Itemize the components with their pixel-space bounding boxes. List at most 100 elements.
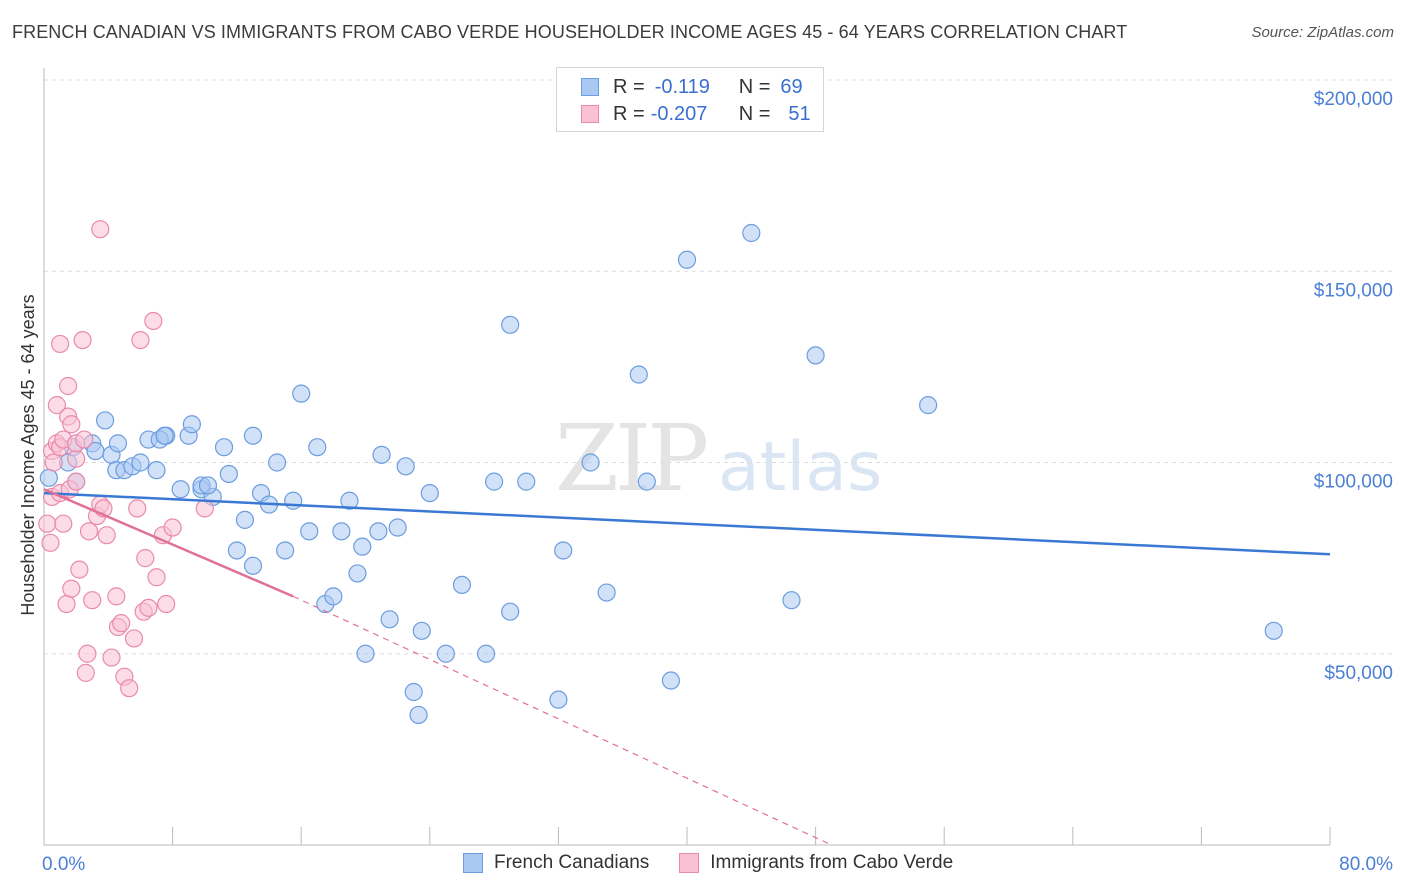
data-point [107, 587, 126, 606]
bottom-legend: French Canadians Immigrants from Cabo Ve… [463, 852, 983, 874]
bottom-legend-swatch-blue [463, 853, 483, 873]
trend-line-cabo-verde-extension [292, 595, 832, 846]
data-point [476, 644, 496, 663]
data-point [549, 690, 568, 709]
y-tick-label: $50,000 [1324, 663, 1393, 684]
bottom-legend-label: Immigrants from Cabo Verde [710, 852, 954, 873]
data-point [155, 426, 174, 445]
data-point [353, 537, 372, 556]
data-point [57, 594, 76, 614]
data-point [131, 331, 150, 350]
data-point [139, 598, 158, 617]
data-point [120, 679, 139, 698]
data-point [214, 438, 234, 457]
data-point [436, 644, 455, 663]
data-point [62, 579, 81, 598]
data-point [581, 453, 600, 472]
data-point [308, 438, 327, 457]
data-point [195, 499, 214, 518]
data-point [144, 311, 163, 331]
bottom-legend-swatch-pink [679, 853, 700, 873]
data-point [292, 384, 311, 403]
legend-swatch-pink [581, 105, 599, 123]
data-point [276, 541, 295, 560]
legend-swatch-blue [581, 78, 599, 96]
data-point [404, 682, 423, 702]
bottom-legend-french-canadians: French Canadians [463, 852, 649, 874]
watermark-atlas: atlas [718, 428, 882, 507]
data-point [198, 476, 218, 495]
data-point [79, 522, 99, 541]
bottom-legend-label: French Canadians [494, 852, 650, 873]
data-point [677, 250, 697, 269]
data-point [661, 671, 681, 690]
data-point [171, 480, 190, 499]
data-point [485, 472, 504, 491]
series-cabo-verde [38, 220, 214, 698]
watermark: ZIP atlas [555, 405, 882, 512]
data-point [369, 522, 388, 541]
data-point [50, 334, 70, 354]
data-point [47, 396, 66, 415]
data-point [182, 415, 201, 434]
data-point [501, 315, 520, 334]
data-point [102, 648, 121, 667]
data-point [1264, 621, 1283, 640]
data-point [38, 514, 57, 533]
data-point [243, 426, 263, 445]
data-point [629, 365, 648, 384]
data-point [124, 629, 144, 648]
data-point [340, 491, 359, 510]
data-point [219, 464, 238, 484]
trend-line-french-canadians [43, 491, 1331, 556]
data-point [396, 457, 415, 476]
data-point [332, 522, 351, 541]
data-point [128, 499, 147, 518]
data-point [554, 541, 573, 560]
x-tick-labels: 0.0% 80.0% [42, 854, 1393, 875]
data-point [73, 331, 92, 350]
data-point [388, 518, 407, 537]
data-point [39, 468, 58, 487]
data-point [83, 591, 102, 610]
data-point [409, 705, 428, 725]
data-point [54, 514, 73, 533]
data-point [782, 591, 801, 610]
data-point [95, 411, 115, 430]
data-point [356, 644, 375, 663]
legend-n-label: N = [738, 75, 771, 98]
data-point [157, 594, 176, 614]
data-point [44, 453, 63, 472]
data-point [919, 396, 938, 415]
data-point [163, 518, 182, 537]
data-point [67, 449, 86, 468]
y-tick-label: $200,000 [1314, 89, 1393, 110]
y-tick-labels: $200,000 $150,000 $100,000 $50,000 [1314, 89, 1393, 684]
data-point [284, 491, 303, 510]
data-point [147, 461, 166, 480]
data-point [91, 220, 110, 239]
watermark-zip: ZIP [555, 405, 706, 512]
data-point [76, 663, 95, 682]
data-point [131, 453, 150, 472]
data-point [806, 346, 825, 365]
data-point [147, 568, 166, 587]
legend-r-label: R = [613, 102, 645, 125]
data-point [324, 587, 343, 606]
data-point [597, 583, 616, 602]
data-point [67, 472, 86, 491]
legend-n-value: 51 [788, 102, 811, 125]
legend-r-value: -0.207 [650, 102, 708, 125]
data-point [348, 564, 367, 583]
data-point [517, 472, 536, 491]
data-point [372, 445, 391, 464]
data-point [243, 556, 263, 575]
x-tick-label: 0.0% [42, 854, 85, 875]
data-point [300, 522, 319, 541]
data-point [452, 575, 472, 595]
data-point [136, 549, 155, 568]
legend-n-value: 69 [780, 75, 803, 98]
data-point [59, 376, 78, 396]
data-point [108, 434, 128, 453]
